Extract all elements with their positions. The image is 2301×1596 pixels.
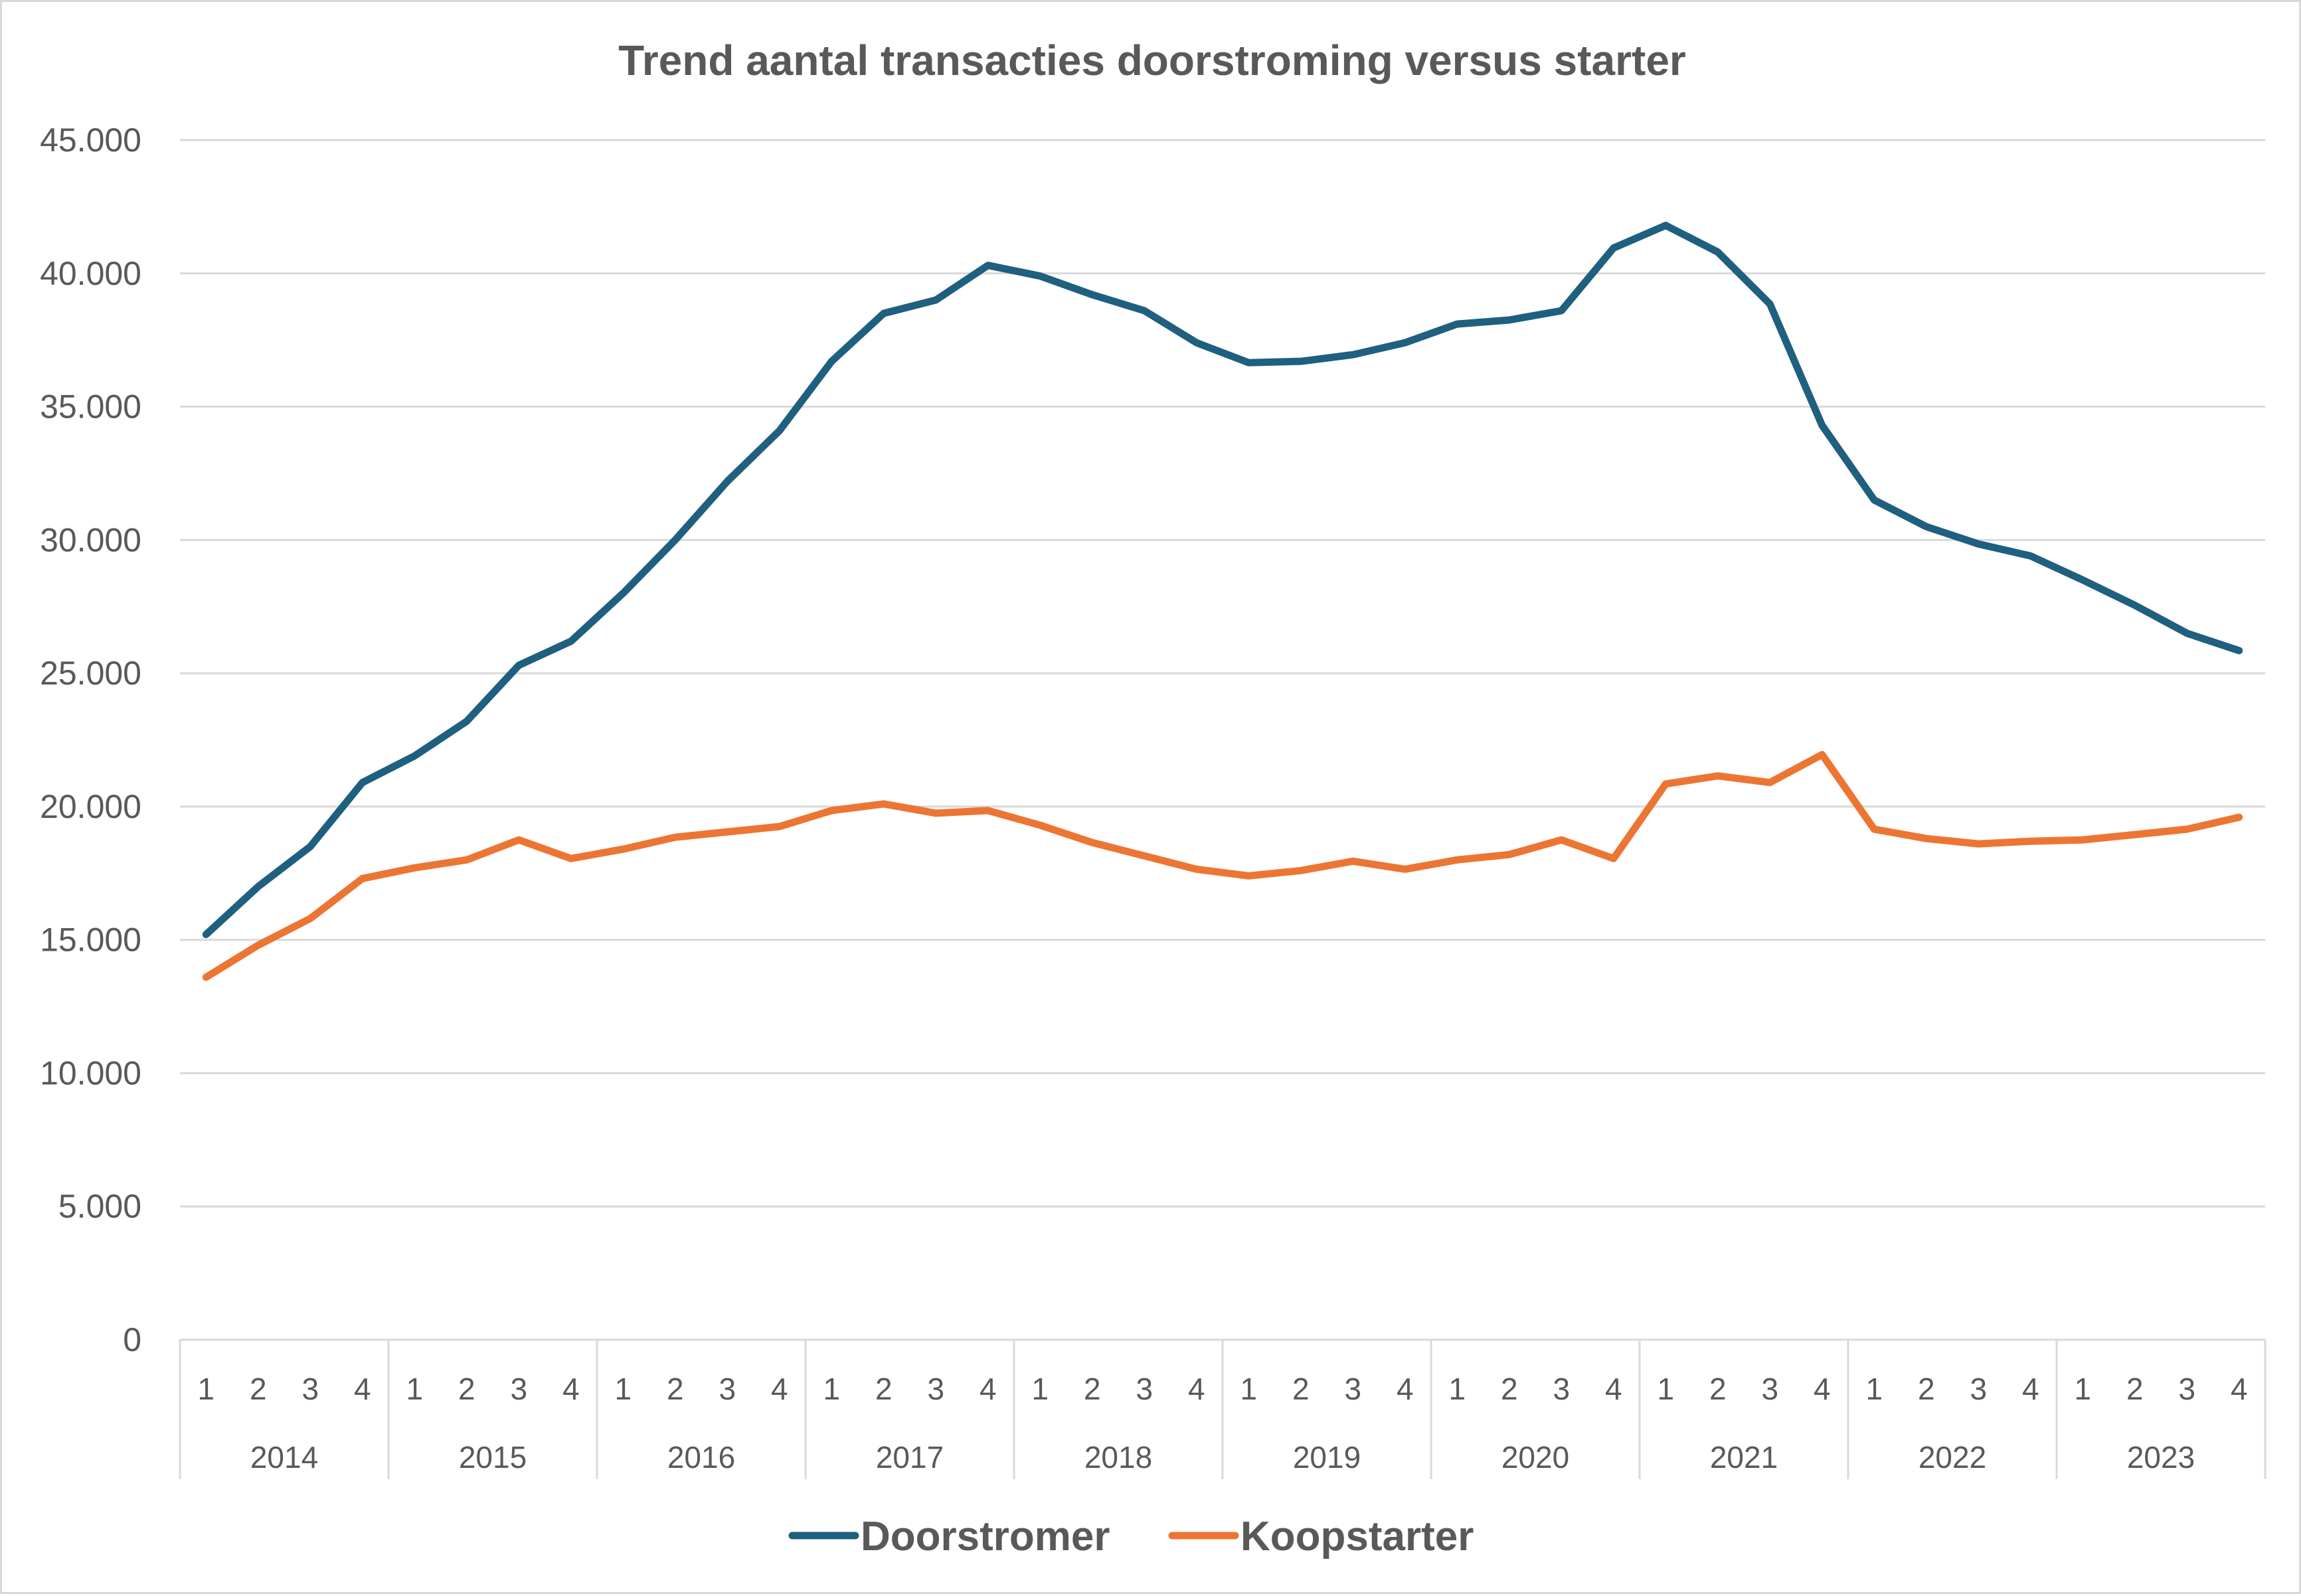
x-tick-year-label: 2019 xyxy=(1293,1440,1361,1475)
x-tick-quarter-label: 2 xyxy=(1084,1372,1101,1406)
gridlines xyxy=(180,140,2265,1206)
x-tick-quarter-label: 4 xyxy=(1814,1372,1831,1406)
x-tick-quarter-label: 4 xyxy=(2231,1372,2248,1406)
x-tick-quarter-label: 2 xyxy=(1501,1372,1518,1406)
x-tick-year-label: 2022 xyxy=(1918,1440,1986,1475)
legend-label: Koopstarter xyxy=(1240,1514,1474,1559)
legend-label: Doorstromer xyxy=(861,1514,1110,1559)
legend: Doorstromer Koopstarter xyxy=(792,1514,1474,1559)
x-tick-quarter-label: 3 xyxy=(1344,1372,1361,1406)
x-tick-quarter-label: 2 xyxy=(1709,1372,1727,1406)
x-tick-quarter-label: 2 xyxy=(2126,1372,2144,1406)
x-tick-quarter-label: 4 xyxy=(771,1372,788,1406)
y-tick-label: 10.000 xyxy=(40,1054,141,1091)
x-tick-quarter-label: 3 xyxy=(301,1372,319,1406)
x-tick-quarter-label: 4 xyxy=(1605,1372,1622,1406)
x-tick-quarter-label: 3 xyxy=(1553,1372,1570,1406)
y-tick-label: 40.000 xyxy=(40,255,141,292)
y-axis-tick-labels: 0 5.000 10.000 15.000 20.000 25.000 30.000 35.0… xyxy=(40,121,141,1358)
x-tick-year-label: 2018 xyxy=(1084,1440,1152,1475)
x-tick-quarter-label: 2 xyxy=(250,1372,267,1406)
x-tick-quarter-label: 4 xyxy=(354,1372,371,1406)
x-tick-quarter-label: 1 xyxy=(614,1372,632,1406)
y-tick-label: 30.000 xyxy=(40,521,141,558)
x-tick-year-label: 2014 xyxy=(250,1440,318,1475)
x-tick-quarter-label: 1 xyxy=(1448,1372,1466,1406)
x-tick-year-label: 2016 xyxy=(667,1440,735,1475)
x-tick-quarter-label: 3 xyxy=(927,1372,944,1406)
chart-title: Trend aantal transacties doorstroming ve… xyxy=(618,37,1686,84)
x-tick-quarter-label: 3 xyxy=(1970,1372,1987,1406)
series-line-koopstarter xyxy=(206,755,2239,977)
x-tick-quarter-label: 1 xyxy=(406,1372,423,1406)
x-tick-quarter-label: 2 xyxy=(1292,1372,1310,1406)
x-tick-quarter-label: 3 xyxy=(1761,1372,1778,1406)
x-tick-quarter-label: 1 xyxy=(1657,1372,1674,1406)
x-tick-quarter-label: 1 xyxy=(197,1372,214,1406)
x-tick-quarter-label: 1 xyxy=(1031,1372,1049,1406)
y-tick-label: 20.000 xyxy=(40,788,141,825)
x-tick-quarter-label: 3 xyxy=(719,1372,736,1406)
y-tick-label: 25.000 xyxy=(40,655,141,692)
line-chart: Trend aantal transacties doorstroming ve… xyxy=(2,2,2301,1596)
x-tick-quarter-label: 1 xyxy=(1240,1372,1257,1406)
x-tick-quarter-label: 4 xyxy=(980,1372,997,1406)
y-tick-label: 0 xyxy=(123,1321,141,1358)
x-tick-quarter-label: 3 xyxy=(510,1372,527,1406)
x-tick-year-label: 2015 xyxy=(459,1440,527,1475)
y-tick-label: 45.000 xyxy=(40,121,141,159)
chart-frame: Trend aantal transacties doorstroming ve… xyxy=(0,0,2301,1594)
x-tick-quarter-label: 4 xyxy=(1397,1372,1414,1406)
x-tick-year-label: 2020 xyxy=(1501,1440,1569,1475)
y-tick-label: 15.000 xyxy=(40,921,141,959)
x-tick-year-label: 2017 xyxy=(876,1440,944,1475)
x-tick-quarter-label: 4 xyxy=(562,1372,580,1406)
x-tick-quarter-label: 2 xyxy=(667,1372,684,1406)
series-lines xyxy=(206,226,2239,977)
x-tick-year-label: 2021 xyxy=(1710,1440,1778,1475)
series-line-doorstromer xyxy=(206,226,2239,935)
y-tick-label: 35.000 xyxy=(40,388,141,426)
x-tick-quarter-label: 2 xyxy=(458,1372,475,1406)
x-tick-quarter-label: 2 xyxy=(875,1372,893,1406)
x-tick-quarter-label: 4 xyxy=(1188,1372,1205,1406)
y-tick-label: 5.000 xyxy=(58,1188,141,1225)
x-tick-quarter-label: 4 xyxy=(2022,1372,2039,1406)
x-tick-quarter-label: 1 xyxy=(823,1372,840,1406)
x-tick-year-label: 2023 xyxy=(2127,1440,2195,1475)
x-tick-quarter-label: 3 xyxy=(2178,1372,2195,1406)
x-tick-quarter-label: 1 xyxy=(1865,1372,1883,1406)
x-tick-quarter-label: 3 xyxy=(1136,1372,1153,1406)
x-tick-quarter-label: 2 xyxy=(1918,1372,1935,1406)
x-tick-quarter-label: 1 xyxy=(2074,1372,2091,1406)
